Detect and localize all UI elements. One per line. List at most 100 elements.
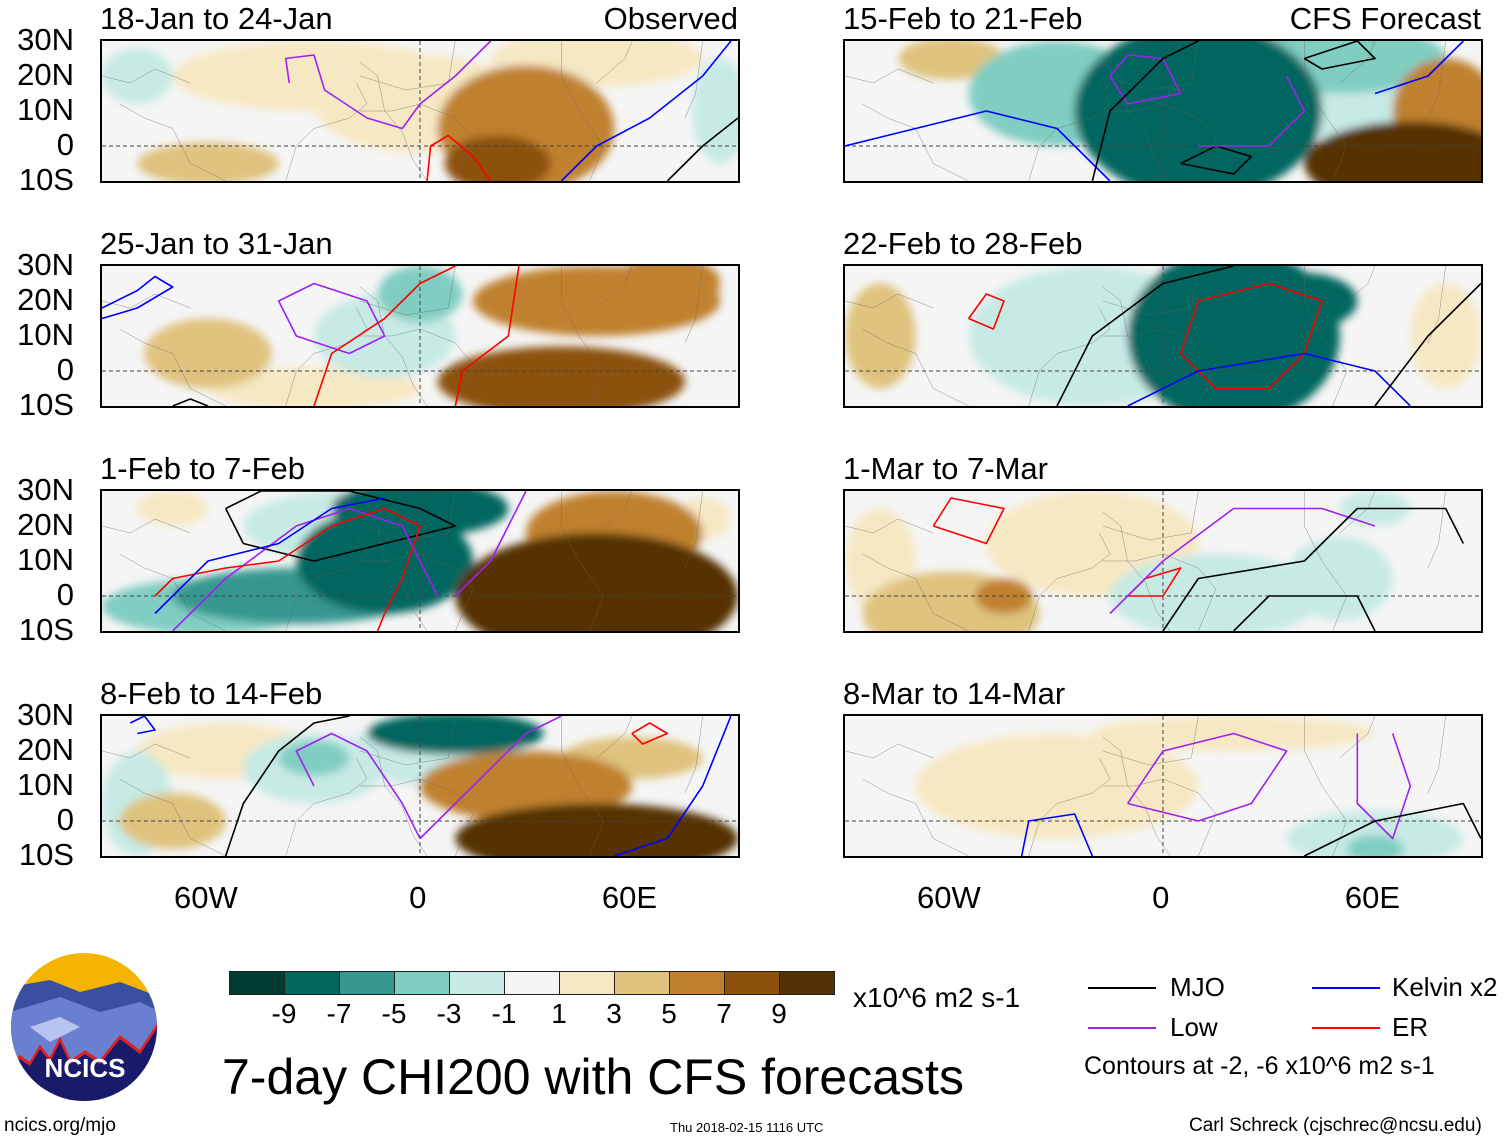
contour-mjo bbox=[1163, 509, 1463, 632]
figure-title: 7-day CHI200 with CFS forecasts bbox=[222, 1049, 964, 1105]
map-panel bbox=[843, 489, 1483, 633]
y-tick-label: 10N bbox=[17, 92, 74, 127]
anomaly-region bbox=[975, 578, 1033, 614]
coastline bbox=[102, 716, 703, 856]
y-tick-label: 10S bbox=[18, 162, 74, 197]
contour-low bbox=[1357, 734, 1410, 839]
colorbar-swatch bbox=[559, 971, 615, 995]
y-tick-label: 30N bbox=[17, 247, 74, 282]
colorbar-tick: -1 bbox=[491, 998, 517, 1029]
legend-mjo: MJO bbox=[1170, 972, 1225, 1002]
panel-title: 18-Jan to 24-Jan bbox=[100, 1, 333, 36]
panel-title: 8-Feb to 14-Feb bbox=[100, 676, 323, 711]
panel-title: 15-Feb to 21-Feb bbox=[843, 1, 1083, 36]
contour-low bbox=[455, 491, 526, 596]
contour-mjo bbox=[1375, 284, 1481, 407]
anomaly-region bbox=[1304, 121, 1481, 181]
contour-low bbox=[1128, 734, 1287, 822]
anomaly-region bbox=[137, 491, 208, 526]
anomaly-region bbox=[444, 135, 551, 181]
anomaly-region bbox=[1410, 283, 1481, 389]
coastline bbox=[845, 266, 1446, 406]
anomaly-region bbox=[367, 716, 544, 755]
y-tick-label: 30N bbox=[17, 472, 74, 507]
timestamp: Thu 2018-02-15 1116 UTC bbox=[670, 1120, 824, 1135]
contour-mjo bbox=[1092, 41, 1198, 181]
y-tick-label: 20N bbox=[17, 57, 74, 92]
x-tick-label: 0 bbox=[409, 880, 427, 915]
panel-title: 1-Feb to 7-Feb bbox=[100, 451, 306, 486]
contour-kelvin bbox=[155, 498, 385, 614]
x-tick-label: 60W bbox=[174, 880, 238, 915]
ncics-logo: NCICS bbox=[11, 953, 157, 1101]
anomaly-region bbox=[898, 41, 1004, 80]
map-panel bbox=[843, 39, 1483, 183]
colorbar-swatch bbox=[229, 971, 285, 995]
colorbar-tick: -9 bbox=[271, 998, 297, 1029]
legend-low-line bbox=[1088, 1027, 1156, 1029]
anomaly-region bbox=[1346, 835, 1404, 856]
legend-er-line bbox=[1312, 1027, 1380, 1029]
y-tick-label: 0 bbox=[56, 577, 74, 612]
column-label: Observed bbox=[603, 1, 738, 36]
y-tick-label: 20N bbox=[17, 507, 74, 542]
contour-note: Contours at -2, -6 x10^6 m2 s-1 bbox=[1084, 1052, 1435, 1080]
x-tick-label: 60E bbox=[1344, 880, 1401, 915]
contour-er bbox=[632, 723, 667, 744]
map-panel bbox=[100, 489, 740, 633]
map-panel bbox=[843, 714, 1483, 858]
colorbar-tick: -5 bbox=[381, 998, 407, 1029]
contour-mjo bbox=[1057, 266, 1234, 406]
y-tick-label: 10N bbox=[17, 767, 74, 802]
legend-mjo-line bbox=[1088, 987, 1156, 989]
anomaly-region bbox=[692, 58, 738, 164]
contour-mjo bbox=[226, 716, 350, 856]
contour-mjo bbox=[1181, 146, 1252, 174]
contour-mjo bbox=[173, 399, 208, 406]
y-tick-label: 10S bbox=[18, 387, 74, 422]
anomaly-region bbox=[1286, 810, 1464, 856]
anomaly-region bbox=[420, 751, 632, 821]
colorbar-swatch bbox=[339, 971, 395, 995]
x-tick-label: 60E bbox=[601, 880, 658, 915]
anomaly-region bbox=[356, 346, 413, 375]
y-tick-label: 10N bbox=[17, 317, 74, 352]
contour-kelvin bbox=[1022, 814, 1093, 856]
colorbar-tick: -3 bbox=[436, 998, 462, 1029]
contour-mjo bbox=[1304, 804, 1481, 857]
anomaly-region bbox=[437, 346, 685, 406]
anomaly-region bbox=[614, 266, 721, 312]
contour-er bbox=[314, 266, 455, 406]
colorbar-tick: 3 bbox=[606, 998, 622, 1029]
logo-text: NCICS bbox=[45, 1053, 126, 1083]
x-tick-label: 60W bbox=[917, 880, 981, 915]
column-label: CFS Forecast bbox=[1289, 1, 1481, 36]
x-tick-label: 0 bbox=[1152, 880, 1170, 915]
colorbar-units: x10^6 m2 s-1 bbox=[853, 982, 1021, 1013]
anomaly-region bbox=[208, 367, 420, 406]
y-tick-label: 10N bbox=[17, 542, 74, 577]
legend-kelvin: Kelvin x2 bbox=[1392, 972, 1498, 1002]
contour-mjo bbox=[226, 491, 456, 561]
anomaly-region bbox=[915, 733, 1199, 839]
anomaly-region bbox=[1102, 86, 1259, 171]
colorbar-swatch bbox=[504, 971, 560, 995]
colorbar-swatch bbox=[394, 971, 450, 995]
map-panel bbox=[100, 714, 740, 858]
source-url[interactable]: ncics.org/mjo bbox=[4, 1115, 116, 1136]
y-tick-label: 0 bbox=[56, 127, 74, 162]
map-panel bbox=[843, 264, 1483, 408]
contour-kelvin bbox=[561, 41, 731, 181]
y-tick-label: 0 bbox=[56, 352, 74, 387]
colorbar-swatch bbox=[724, 971, 780, 995]
anomaly-region bbox=[845, 283, 916, 389]
anomaly-region bbox=[1286, 536, 1393, 621]
contour-low bbox=[173, 509, 438, 632]
colorbar-swatch bbox=[449, 971, 505, 995]
anomaly-region bbox=[102, 48, 173, 104]
anomaly-region bbox=[144, 318, 272, 389]
contour-er bbox=[455, 266, 519, 406]
contour-er bbox=[969, 294, 1004, 329]
coastline bbox=[845, 716, 1446, 856]
